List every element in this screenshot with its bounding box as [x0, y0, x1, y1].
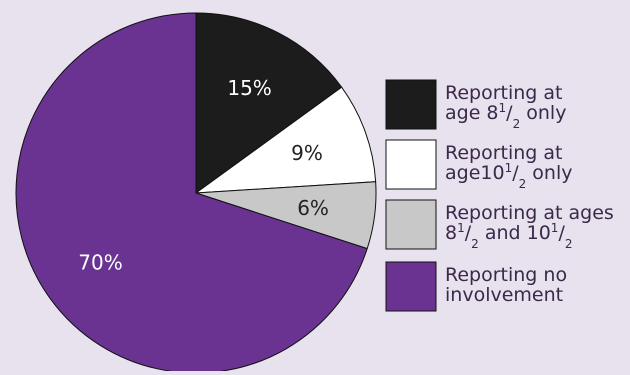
slice-label-2: 6%	[297, 196, 329, 220]
legend-label-2-line-0: Reporting at ages	[445, 202, 614, 224]
slice-label-3: 70%	[78, 250, 122, 274]
legend-text-segment: /	[506, 102, 513, 124]
legend-swatch-2	[385, 199, 437, 250]
legend-text-segment: 1	[499, 101, 507, 115]
legend-text-segment: only	[526, 162, 572, 184]
legend-text-segment: age 8	[445, 102, 499, 124]
legend-text-segment: 2	[565, 237, 573, 251]
legend-text-segment: /	[512, 162, 519, 184]
legend-label-3-line-0: Reporting no	[445, 264, 567, 286]
legend-text-segment: age10	[445, 162, 505, 184]
legend-label-1-line-1: age101/2 only	[445, 161, 573, 191]
legend-text-segment: 2	[513, 117, 521, 131]
legend-label-3-line-1: involvement	[445, 284, 563, 306]
pie-slice-labels: 15% 9% 6% 70%	[78, 76, 329, 274]
legend-text-segment: 8	[445, 222, 457, 244]
slice-label-1: 9%	[291, 141, 323, 165]
legend-text-segment: and 10	[479, 222, 551, 244]
legend-text-segment: Reporting no	[445, 264, 567, 286]
legend-text-segment: involvement	[445, 284, 563, 306]
legend-label-0-line-0: Reporting at	[445, 82, 563, 104]
legend-text-segment: 1	[505, 161, 513, 175]
legend-text-segment: Reporting at	[445, 82, 563, 104]
pie-slice-3	[15, 12, 368, 374]
legend-text-segment: 1	[457, 221, 465, 235]
legend-text-segment: only	[520, 102, 566, 124]
pie-slice-1	[194, 86, 377, 194]
legend-text-segment: 1	[551, 221, 559, 235]
legend-label-2-line-1: 81/2 and 101/2	[445, 221, 572, 251]
legend-label-0-line-1: age 81/2 only	[445, 101, 566, 131]
legend-text-segment: Reporting at	[445, 142, 563, 164]
legend-text-segment: /	[558, 222, 565, 244]
legend-text-segment: /	[465, 222, 472, 244]
slice-label-0: 15%	[227, 76, 271, 100]
legend-swatch-3	[385, 261, 437, 312]
legend-text-segment: Reporting at ages	[445, 202, 614, 224]
pie-slice-0	[195, 12, 343, 194]
legend-text-segment: 2	[519, 177, 527, 191]
legend-swatch-0	[385, 79, 437, 130]
pie-slices	[15, 12, 377, 374]
legend-text-segment: 2	[471, 237, 479, 251]
legend-swatch-1	[385, 139, 437, 190]
legend-label-1-line-0: Reporting at	[445, 142, 563, 164]
